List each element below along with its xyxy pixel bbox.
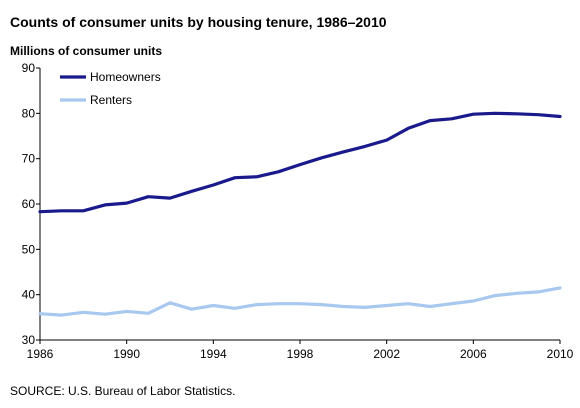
source-note: SOURCE: U.S. Bureau of Labor Statistics. — [10, 384, 236, 398]
y-tick-label: 40 — [22, 288, 36, 302]
axes: 30 40 50 60 70 80 90 1986 1990 1994 1998 2002 2006 20… — [22, 61, 574, 361]
y-tick-label: 60 — [22, 197, 36, 211]
x-tick-label: 1986 — [27, 347, 54, 361]
x-tick-label: 2006 — [460, 347, 487, 361]
y-tick-label: 90 — [22, 61, 36, 75]
chart-title: Counts of consumer units by housing tenu… — [10, 14, 387, 30]
y-tick-label: 30 — [22, 333, 36, 347]
x-tick-label: 1994 — [200, 347, 227, 361]
x-tick-label: 1998 — [287, 347, 314, 361]
series-lines — [38, 111, 562, 317]
y-tick-label: 80 — [22, 106, 36, 120]
series-line-homeowners — [38, 111, 562, 214]
legend-label-renters: Renters — [90, 93, 132, 107]
y-tick-label: 70 — [22, 152, 36, 166]
x-tick-label: 2010 — [547, 347, 574, 361]
x-tick-label: 1990 — [113, 347, 140, 361]
series-line-renters — [38, 286, 562, 317]
x-tick-label: 2002 — [373, 347, 400, 361]
y-tick-label: 50 — [22, 242, 36, 256]
legend: Homeowners Renters — [60, 70, 161, 107]
y-axis-label: Millions of consumer units — [10, 44, 163, 58]
legend-label-homeowners: Homeowners — [90, 70, 161, 84]
